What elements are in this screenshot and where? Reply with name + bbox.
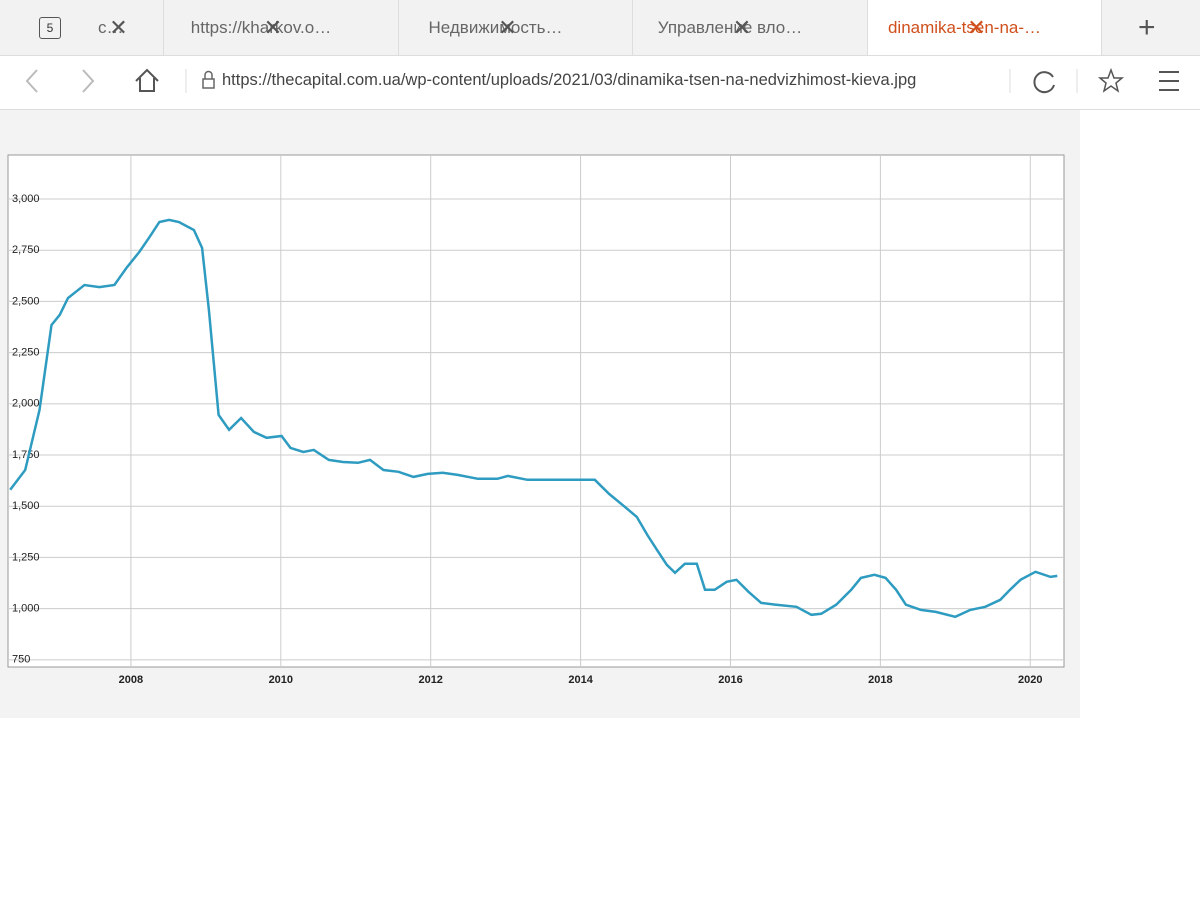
- tab-counter[interactable]: 5: [39, 17, 61, 39]
- lock-icon: [202, 78, 215, 89]
- y-tick-label: 2,250: [12, 347, 40, 359]
- x-tick-label: 2010: [269, 674, 293, 686]
- data-line: [9, 218, 1058, 619]
- close-icon[interactable]: ✕: [263, 15, 283, 40]
- tab-title: https://kharkov.o…: [190, 18, 332, 37]
- url-text[interactable]: https://thecapital.com.ua/wp-content/upl…: [222, 71, 917, 89]
- menu-icon[interactable]: [1159, 71, 1179, 91]
- x-tick-label: 2012: [418, 674, 442, 686]
- tab-title: dinamika-tsen-na-…: [887, 18, 1042, 37]
- y-tick-label: 1,500: [12, 500, 40, 512]
- back-icon[interactable]: [25, 69, 38, 93]
- x-tick-label: 2018: [868, 674, 892, 686]
- close-icon[interactable]: ✕: [967, 15, 986, 40]
- x-tick-label: 2020: [1018, 674, 1042, 686]
- tab-title: Недвижимость…: [428, 18, 563, 37]
- x-tick-label: 2014: [568, 674, 593, 686]
- y-tick-label: 3,000: [12, 193, 40, 205]
- y-tick-label: 1,000: [12, 603, 40, 615]
- forward-icon[interactable]: [82, 69, 95, 93]
- y-tick-label: 1,750: [12, 449, 40, 461]
- tab-title: Управление вло…: [657, 18, 803, 37]
- y-tick-label: 2,000: [12, 398, 40, 410]
- reload-icon[interactable]: [1033, 71, 1055, 94]
- new-tab-icon[interactable]: +: [1138, 11, 1156, 44]
- tab[interactable]: https://kharkov.o… ✕: [164, 0, 399, 55]
- bookmark-icon[interactable]: [1097, 67, 1125, 93]
- x-tick-label: 2008: [119, 674, 143, 686]
- tab[interactable]: dinamika-tsen-na-… ✕: [868, 0, 1102, 55]
- close-icon[interactable]: ✕: [732, 15, 752, 40]
- tab-bar: 5 с… ✕ https://kharkov.o… ✕ Недвижимость… ✕…: [0, 0, 1200, 56]
- chart: 750 1,000 1,250 1,500 1,750 2,000 2,250 2,500 2,…: [0, 110, 1080, 718]
- x-tick-label: 2016: [718, 674, 742, 686]
- lock-icon-shackle: [204, 70, 213, 79]
- toolbar-icons: [25, 67, 1179, 94]
- close-icon[interactable]: ✕: [109, 15, 128, 40]
- home-icon[interactable]: [135, 68, 159, 92]
- y-tick-label: 1,250: [12, 551, 40, 563]
- tab[interactable]: Недвижимость… ✕: [399, 0, 633, 55]
- address-bar: https://thecapital.com.ua/wp-content/upl…: [0, 55, 1200, 110]
- tab[interactable]: Управление вло… ✕: [633, 0, 868, 55]
- tab-title: с…: [98, 18, 123, 37]
- tab[interactable]: с… ✕: [90, 0, 164, 55]
- plot-area: [7, 154, 1065, 668]
- y-tick-label: 750: [12, 654, 30, 666]
- close-icon[interactable]: ✕: [498, 15, 517, 40]
- y-tick-label: 2,500: [12, 295, 40, 307]
- y-tick-label: 2,750: [12, 244, 40, 256]
